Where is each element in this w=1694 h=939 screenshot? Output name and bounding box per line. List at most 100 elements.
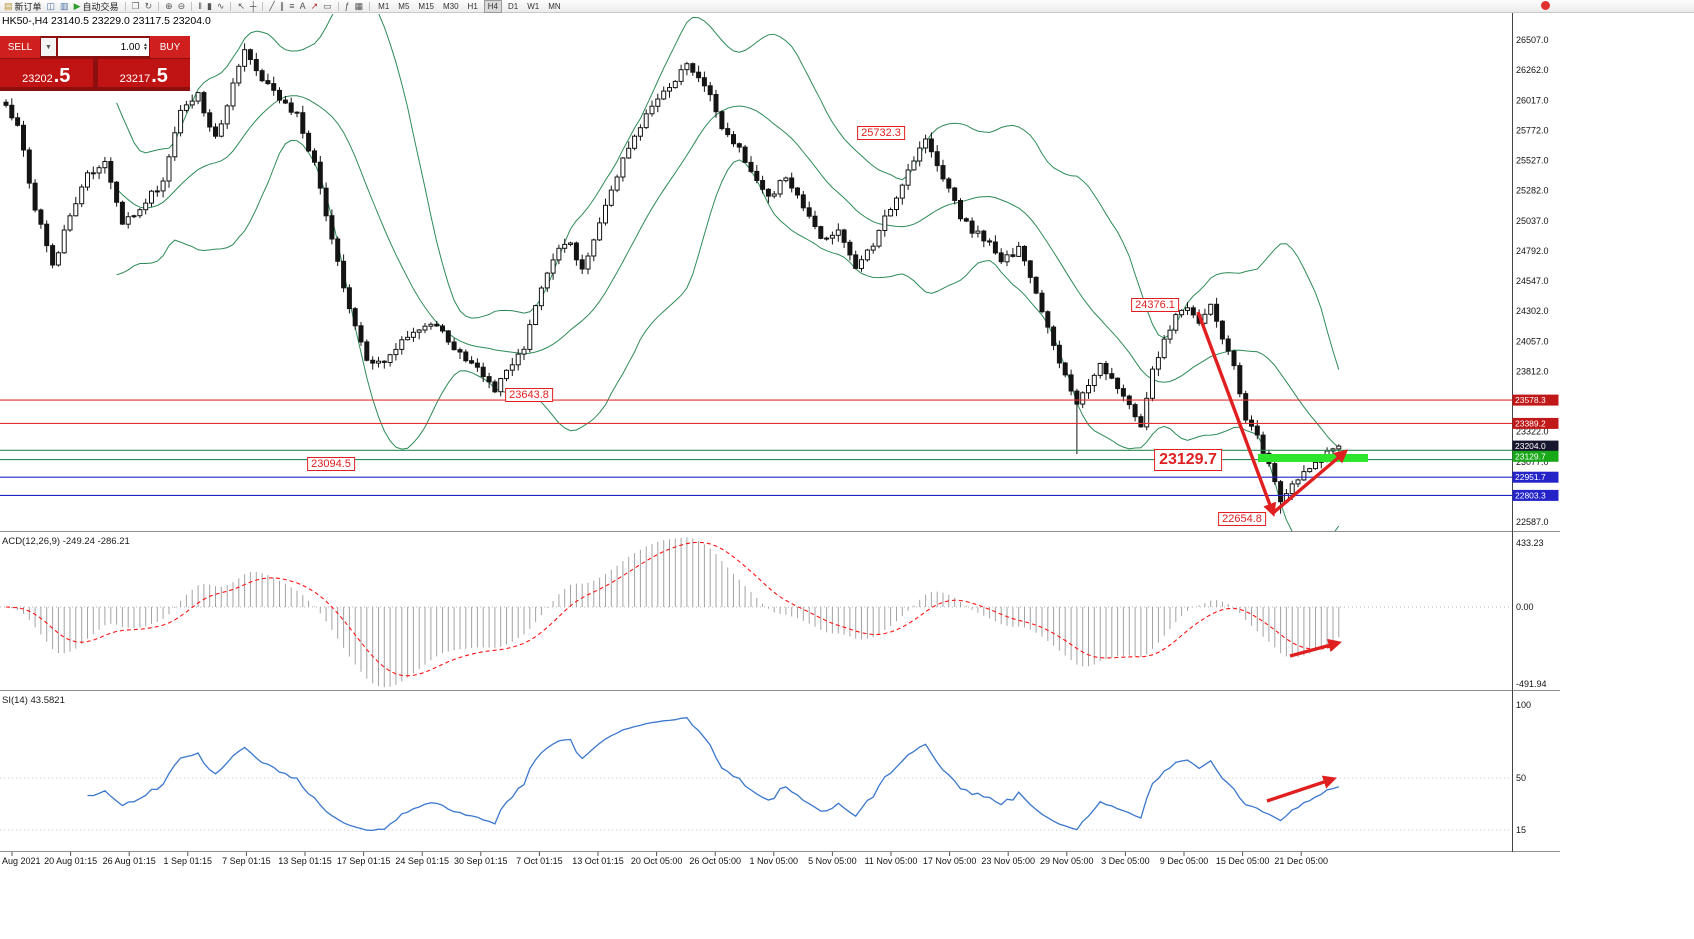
price-annotation[interactable]: 22654.8 [1218, 512, 1266, 526]
timeframe-h1[interactable]: H1 [467, 1, 478, 11]
top-toolbar: ▤ 新订单 ◫ ▥ ▶ 自动交易 ❐ ↻ ⊕ ⊖ ‖ ▮ ∿ ↖ ┼ ╱ ∥ ≡ A ↗ ▭ ƒ ▦ M1 M5 M15 M30 H1… [0, 0, 1694, 13]
svg-text:25527.0: 25527.0 [1516, 156, 1549, 166]
toolbar-separator [124, 1, 126, 11]
volume-input[interactable]: 1.00 ▲ ▼ [58, 38, 149, 56]
svg-text:13 Sep 01:15: 13 Sep 01:15 [278, 856, 332, 866]
svg-text:9 Dec 05:00: 9 Dec 05:00 [1160, 856, 1209, 866]
svg-text:25772.0: 25772.0 [1516, 125, 1549, 135]
zoom-in-button[interactable]: ⊕ [164, 0, 174, 12]
refresh-icon[interactable]: ↻ [144, 0, 154, 12]
channel-glyph: ∥ [279, 1, 285, 11]
channel-button[interactable]: ∥ [279, 0, 286, 12]
zoom-out-button[interactable]: ⊖ [177, 0, 187, 12]
trend-arrows[interactable] [1196, 311, 1349, 803]
new-order-glyph: ▤ [4, 1, 13, 11]
sell-price-main: 23202 [22, 73, 53, 85]
bar-chart-glyph: ‖ [198, 1, 202, 11]
svg-text:23322.0: 23322.0 [1516, 427, 1549, 437]
timeframe-w1[interactable]: W1 [527, 1, 540, 11]
sell-button[interactable]: SELL [0, 36, 40, 58]
time-axis[interactable]: Aug 2021 20 Aug 01:15 26 Aug 01:15 1 Sep 01… [2, 852, 1328, 866]
crosshair-button[interactable]: ┼ [249, 0, 257, 12]
panel-separators [0, 531, 1560, 852]
svg-text:433.23: 433.23 [1516, 538, 1544, 548]
timeframe-m1[interactable]: M1 [378, 1, 390, 11]
timeframe-d1[interactable]: D1 [508, 1, 519, 11]
sell-price[interactable]: 23202.5 [0, 59, 93, 87]
price-annotation[interactable]: 23643.8 [505, 388, 553, 402]
svg-text:24547.0: 24547.0 [1516, 276, 1549, 286]
fibonacci-button[interactable]: ≡ [288, 0, 295, 12]
svg-text:21 Dec 05:00: 21 Dec 05:00 [1274, 856, 1328, 866]
svg-text:7 Oct 01:15: 7 Oct 01:15 [516, 856, 563, 866]
svg-text:23578.3: 23578.3 [1515, 395, 1546, 405]
buy-button[interactable]: BUY [150, 36, 190, 58]
svg-text:50: 50 [1516, 773, 1526, 783]
svg-text:26507.0: 26507.0 [1516, 35, 1549, 45]
svg-text:Aug 2021: Aug 2021 [2, 856, 41, 866]
arrows-button[interactable]: ↗ [310, 0, 320, 12]
line-chart-button[interactable]: ∿ [216, 0, 226, 12]
timeframe-m5[interactable]: M5 [398, 1, 410, 11]
rsi-indicator-label: SI(14) 43.5821 [2, 695, 65, 706]
price-annotation[interactable]: 23129.7 [1154, 449, 1222, 471]
rsi-panel[interactable] [0, 717, 1512, 832]
volume-dropdown[interactable]: ▼ [41, 38, 56, 56]
svg-text:23204.0: 23204.0 [1515, 441, 1546, 451]
candlestick-button[interactable]: ▮ [206, 0, 213, 12]
crosshair-glyph: ┼ [249, 1, 257, 11]
horizontal-price-lines[interactable] [0, 399, 1512, 496]
bar-chart-button[interactable]: ‖ [197, 0, 203, 12]
price-tags: 23578.3 23389.2 22951.7 22803.3 23204.023129… [1512, 394, 1559, 501]
svg-text:3 Dec 05:00: 3 Dec 05:00 [1101, 856, 1150, 866]
svg-text:1 Nov 05:00: 1 Nov 05:00 [750, 856, 799, 866]
cursor-button[interactable]: ↖ [236, 0, 246, 12]
timeframe-m15[interactable]: M15 [418, 1, 434, 11]
trendline-button[interactable]: ╱ [268, 0, 275, 12]
macd-indicator-label: ACD(12,26,9) -249.24 -286.21 [2, 536, 130, 547]
highlight-bar[interactable] [1258, 454, 1368, 462]
charts-grid-icon[interactable]: ◫ [46, 0, 57, 12]
timeframe-m30[interactable]: M30 [442, 1, 459, 11]
price-annotation[interactable]: 23094.5 [307, 457, 355, 471]
alert-icon[interactable] [1541, 1, 1550, 10]
svg-text:26262.0: 26262.0 [1516, 65, 1549, 75]
svg-text:22951.7: 22951.7 [1515, 472, 1546, 482]
svg-text:0.00: 0.00 [1516, 602, 1534, 612]
volume-value: 1.00 [120, 41, 141, 53]
depth-of-market-icon[interactable]: ▥ [59, 0, 70, 12]
toolbar-separator [262, 1, 264, 11]
new-order-button[interactable]: ▤ 新订单 [3, 0, 43, 12]
price-annotation[interactable]: 24376.1 [1131, 298, 1179, 312]
svg-text:24 Sep 01:15: 24 Sep 01:15 [395, 856, 449, 866]
new-window-icon[interactable]: ❐ [131, 0, 141, 12]
indicators-button[interactable]: ƒ [344, 0, 351, 12]
svg-text:22587.0: 22587.0 [1516, 517, 1549, 527]
shapes-button[interactable]: ▭ [322, 0, 333, 12]
price-axis: 26507.0 26262.0 26017.0 25772.0 25527.0 25282… [1516, 35, 1549, 527]
svg-text:17 Nov 05:00: 17 Nov 05:00 [923, 856, 977, 866]
text-button[interactable]: A [299, 0, 307, 12]
svg-text:23389.2: 23389.2 [1515, 418, 1546, 428]
timeframe-h4[interactable]: H4 [483, 0, 503, 13]
autotrading-button[interactable]: ▶ 自动交易 [73, 0, 120, 12]
candlestick-series[interactable] [3, 43, 1342, 514]
svg-text:23 Nov 05:00: 23 Nov 05:00 [981, 856, 1035, 866]
svg-text:100: 100 [1516, 700, 1531, 710]
svg-text:23129.7: 23129.7 [1515, 451, 1546, 461]
one-click-trading-widget: SELL ▼ 1.00 ▲ ▼ BUY 23202.5 23217.5 [0, 36, 190, 91]
toolbar-separator [369, 1, 371, 11]
timeframe-mn[interactable]: MN [548, 1, 561, 11]
macd-axis: 433.23 0.00 -491.94 [1516, 538, 1547, 689]
volume-stepper[interactable]: ▲ ▼ [143, 42, 148, 52]
price-annotation[interactable]: 25732.3 [857, 126, 905, 140]
svg-text:1 Sep 01:15: 1 Sep 01:15 [164, 856, 213, 866]
templates-icon[interactable]: ▦ [354, 0, 365, 12]
buy-price[interactable]: 23217.5 [97, 59, 190, 87]
cursor-glyph: ↖ [237, 1, 245, 11]
new-window-icon-glyph: ❐ [131, 1, 140, 11]
macd-panel[interactable] [0, 537, 1512, 688]
svg-text:11 Nov 05:00: 11 Nov 05:00 [865, 856, 918, 866]
